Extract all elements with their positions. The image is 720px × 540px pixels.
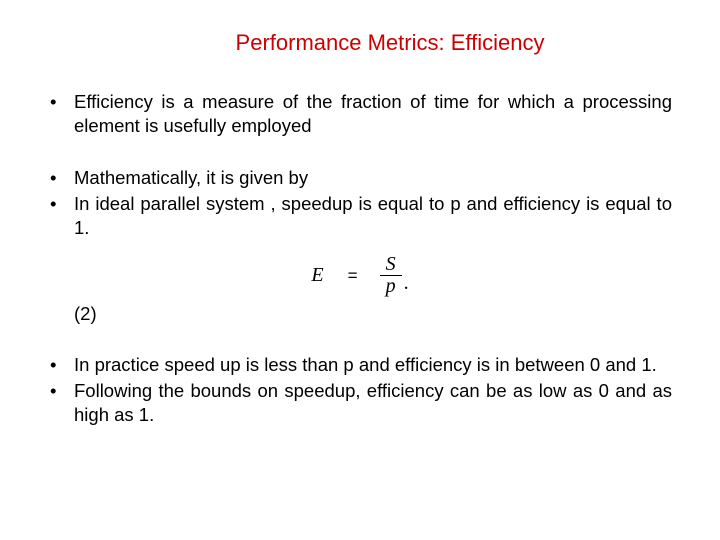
slide-title: Performance Metrics: Efficiency [108, 30, 672, 56]
bullet-group-3: • In practice speed up is less than p an… [48, 353, 672, 427]
equation-number: (2) [74, 303, 672, 325]
list-item: • In practice speed up is less than p an… [48, 353, 672, 377]
list-item: • In ideal parallel system , speedup is … [48, 192, 672, 240]
bullet-text: In ideal parallel system , speedup is eq… [74, 192, 672, 240]
list-item: • Efficiency is a measure of the fractio… [48, 90, 672, 138]
equation-numerator: S [382, 254, 400, 275]
bullet-dot-icon: • [48, 379, 74, 427]
equation: E = S p . [48, 254, 672, 297]
equation-fraction: S p [380, 254, 402, 297]
bullet-group-2: • Mathematically, it is given by • In id… [48, 166, 672, 325]
bullet-dot-icon: • [48, 192, 74, 240]
list-item: • Following the bounds on speedup, effic… [48, 379, 672, 427]
bullet-text: Mathematically, it is given by [74, 166, 672, 190]
list-item: • Mathematically, it is given by [48, 166, 672, 190]
equation-denominator: p [380, 275, 402, 297]
bullet-dot-icon: • [48, 90, 74, 138]
equation-lhs: E [311, 264, 323, 287]
bullet-group-1: • Efficiency is a measure of the fractio… [48, 90, 672, 138]
bullet-dot-icon: • [48, 166, 74, 190]
bullet-dot-icon: • [48, 353, 74, 377]
equation-equals: = [348, 266, 358, 286]
bullet-text: Efficiency is a measure of the fraction … [74, 90, 672, 138]
bullet-text: Following the bounds on speedup, efficie… [74, 379, 672, 427]
equation-trail: . [404, 272, 409, 297]
bullet-text: In practice speed up is less than p and … [74, 353, 672, 377]
